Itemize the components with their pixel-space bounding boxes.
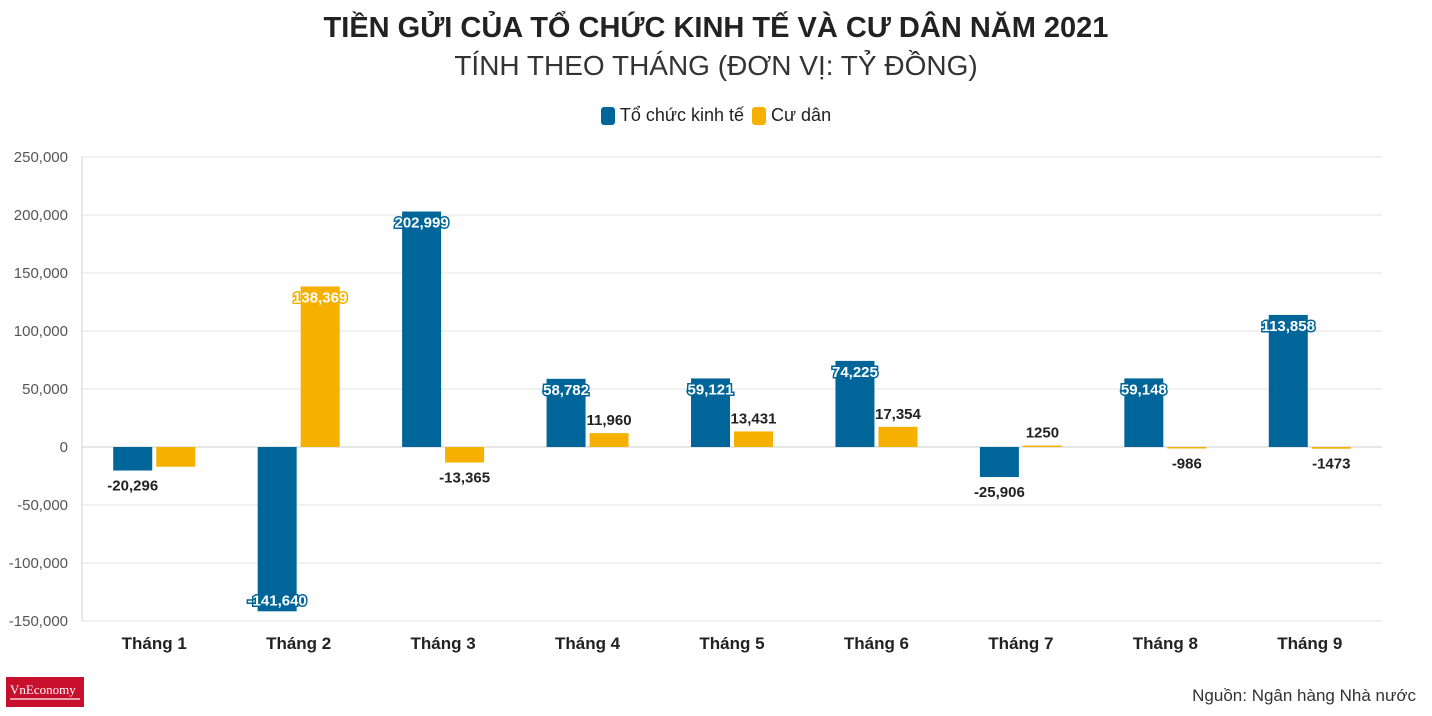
data-label-cu-dan: 13,431	[731, 410, 777, 427]
legend-swatch-cu-dan	[752, 106, 766, 125]
data-label-to-chuc-kinh-te: 58,782	[543, 382, 589, 399]
x-tick-label: Tháng 1	[122, 634, 187, 653]
logo-text: VnEconomy	[10, 682, 76, 697]
y-tick-label: 50,000	[22, 381, 68, 398]
bar-cu-dan	[1311, 447, 1351, 449]
data-label-to-chuc-kinh-te: 202,999	[394, 215, 448, 232]
chart-title: TIỀN GỬI CỦA TỔ CHỨC KINH TẾ VÀ CƯ DÂN N…	[323, 12, 1109, 44]
legend-label-cu-dan: Cư dân	[771, 105, 832, 125]
legend-item-to-chuc-kinh-te[interactable]: Tổ chức kinh tế	[600, 105, 744, 126]
y-tick-label: -50,000	[17, 497, 68, 514]
data-label-to-chuc-kinh-te: -20,296	[107, 478, 158, 495]
vneconomy-logo: VnEconomy	[6, 677, 84, 707]
bar-cu-dan	[1167, 447, 1207, 449]
bar-cu-dan	[589, 433, 629, 447]
data-label-to-chuc-kinh-te: -25,906	[974, 484, 1025, 501]
x-tick-label: Tháng 4	[555, 634, 621, 653]
bar-to-chuc-kinh-te	[1124, 378, 1164, 447]
data-label-cu-dan: 11,960	[587, 412, 632, 429]
data-label-cu-dan: -13,365	[439, 470, 490, 487]
bar-to-chuc-kinh-te	[691, 378, 730, 447]
legend-item-cu-dan[interactable]: Cư dân	[752, 105, 831, 126]
y-tick-label: 150,000	[14, 265, 68, 282]
data-label-cu-dan: -986	[1172, 456, 1202, 473]
x-tick-label: Tháng 6	[844, 634, 909, 653]
x-tick-label: Tháng 7	[988, 634, 1053, 653]
bar-to-chuc-kinh-te	[546, 378, 586, 447]
data-label-cu-dan: -1473	[1312, 456, 1350, 473]
bar-cu-dan	[1022, 445, 1062, 448]
data-label-to-chuc-kinh-te: -141,640	[248, 592, 307, 609]
bar-cu-dan	[445, 447, 485, 463]
data-label-to-chuc-kinh-te: 113,858	[1262, 318, 1315, 335]
logo-underline	[10, 698, 80, 700]
data-label-cu-dan: 17,354	[875, 406, 922, 423]
legend: Tổ chức kinh tế Cư dân	[0, 105, 1432, 126]
x-tick-label: Tháng 5	[699, 634, 764, 653]
bar-to-chuc-kinh-te	[402, 211, 442, 447]
y-tick-label: 250,000	[14, 149, 68, 166]
y-tick-label: 0	[60, 439, 68, 456]
y-tick-label: -150,000	[9, 613, 68, 630]
chart-subtitle: TÍNH THEO THÁNG (ĐƠN VỊ: TỶ ĐỒNG)	[454, 50, 978, 81]
bar-cu-dan	[156, 447, 196, 467]
source-note: Nguồn: Ngân hàng Nhà nước	[1192, 686, 1416, 705]
data-label-to-chuc-kinh-te: 74,225	[832, 364, 878, 381]
y-tick-label: 100,000	[14, 323, 68, 340]
bar-to-chuc-kinh-te	[835, 360, 875, 447]
x-tick-label: Tháng 3	[411, 634, 476, 653]
x-tick-label: Tháng 9	[1277, 634, 1342, 653]
data-label-to-chuc-kinh-te: 59,121	[688, 381, 734, 398]
bar-cu-dan	[734, 431, 773, 447]
bar-to-chuc-kinh-te	[257, 447, 297, 612]
y-tick-label: 200,000	[14, 207, 68, 224]
bar-cu-dan	[300, 286, 340, 447]
data-label-to-chuc-kinh-te: 59,148	[1121, 381, 1167, 398]
x-tick-label: Tháng 2	[266, 634, 331, 653]
data-label-cu-dan: 138,369	[293, 289, 347, 306]
bar-cu-dan	[878, 426, 918, 447]
x-tick-label: Tháng 8	[1133, 634, 1198, 653]
legend-label-to-chuc-kinh-te: Tổ chức kinh tế	[619, 105, 744, 125]
bar-to-chuc-kinh-te	[113, 447, 153, 471]
bar-to-chuc-kinh-te	[1268, 314, 1308, 447]
bar-to-chuc-kinh-te	[979, 447, 1019, 478]
legend-swatch-to-chuc-kinh-te	[600, 106, 615, 125]
data-label-cu-dan: 1250	[1026, 425, 1059, 442]
y-tick-label: -100,000	[9, 555, 68, 572]
